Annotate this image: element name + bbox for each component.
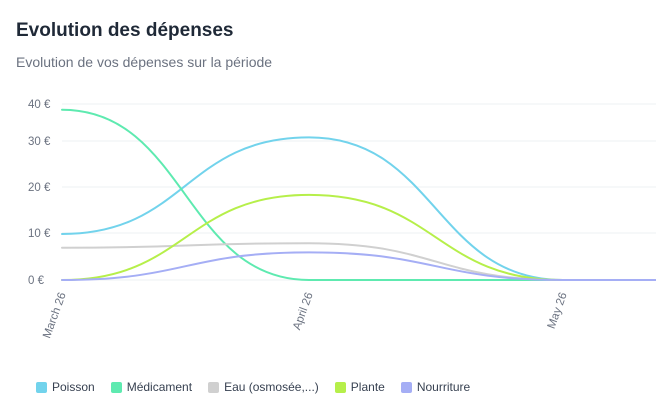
y-tick-label: 0 €: [28, 275, 45, 287]
x-tick-label: May 26: [546, 291, 570, 331]
legend-swatch: [400, 381, 412, 393]
legend-swatch: [208, 381, 220, 393]
chart-title: Evolution des dépenses: [16, 20, 234, 41]
legend-swatch: [36, 381, 47, 393]
y-tick-label: 30 €: [28, 136, 51, 148]
x-tick-label: March 26: [41, 291, 69, 340]
legend-item[interactable]: Eau (osmosée,...): [208, 380, 319, 394]
line-chart: 0 € 10 € 20 € 30 € 40 € March 26 April 26 May 2…: [28, 99, 656, 340]
y-tick-label: 10 €: [28, 228, 51, 240]
chart-subtitle: Evolution de vos dépenses sur la période: [16, 54, 273, 70]
series-line-poisson: [61, 136, 656, 281]
legend-label: Poisson: [52, 380, 95, 394]
legend-swatch: [110, 381, 122, 393]
legend-label: Nourriture: [416, 380, 471, 394]
y-tick-label: 40 €: [28, 99, 51, 111]
legend-item[interactable]: Poisson: [36, 380, 95, 394]
legend-swatch: [334, 381, 346, 393]
series-line-plante: [61, 193, 656, 281]
series-line-eau-osmos-e: [61, 242, 656, 281]
legend-item[interactable]: Médicament: [110, 380, 193, 394]
y-tick-label: 20 €: [28, 182, 51, 194]
legend-item[interactable]: Nourriture: [400, 380, 471, 394]
chart-legend: Poisson Médicament Eau (osmosée,...) Plante…: [36, 380, 470, 394]
series-line-nourriture: [61, 251, 656, 281]
series-line-m-dicament: [61, 108, 656, 281]
legend-label: Médicament: [126, 380, 193, 394]
legend-label: Plante: [350, 380, 385, 394]
legend-label: Eau (osmosée,...): [224, 380, 319, 394]
legend-item[interactable]: Plante: [334, 380, 385, 394]
x-tick-label: April 26: [291, 291, 316, 332]
